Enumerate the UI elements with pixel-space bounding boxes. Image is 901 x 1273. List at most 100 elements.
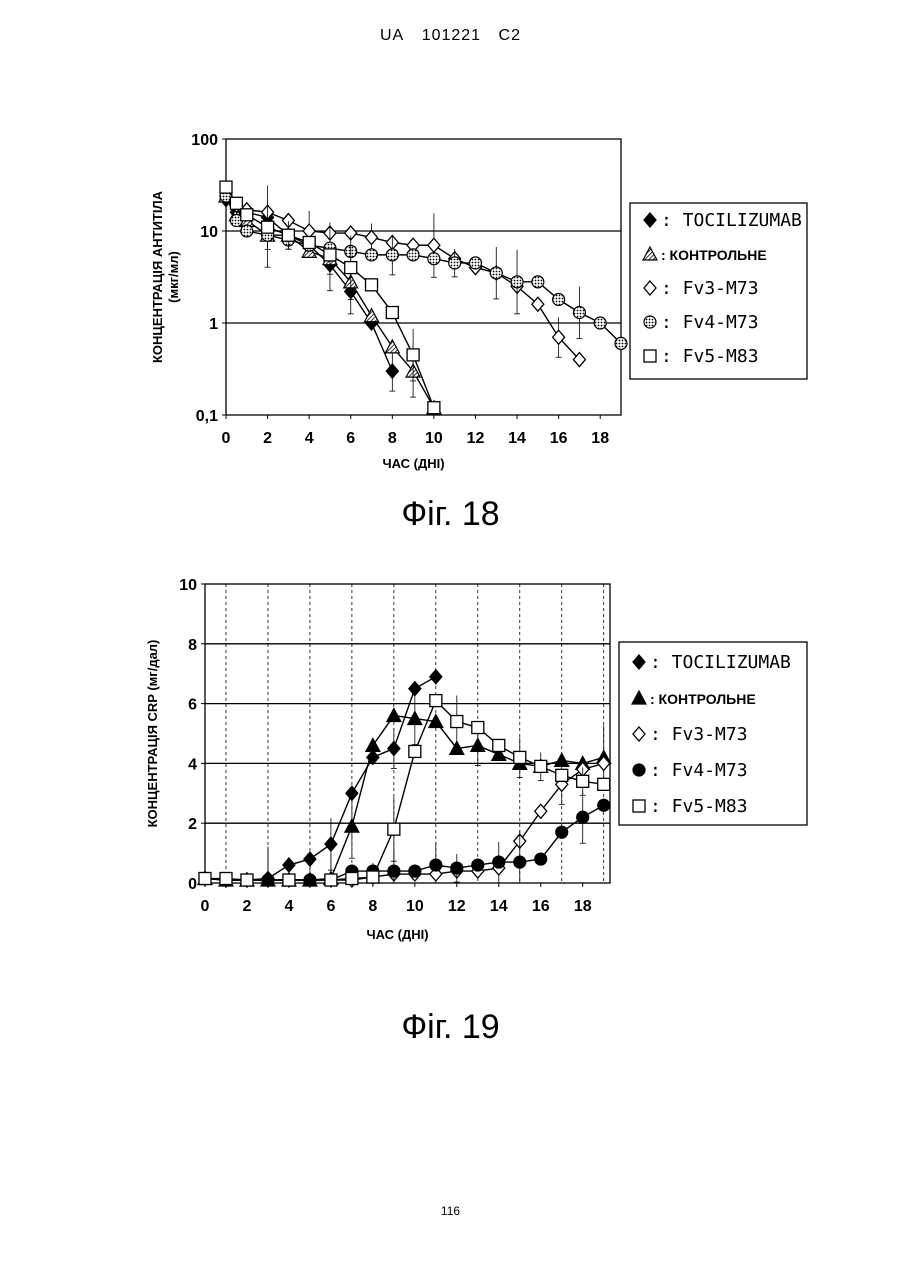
legend-entry: : КОНТРОЛЬНЕ <box>643 247 767 263</box>
marker-square-open <box>220 181 232 193</box>
marker-circle-filled <box>633 764 645 776</box>
marker-square-open <box>283 874 295 886</box>
y-axis-label: КОНЦЕНТРАЦІЯ АНТИТІЛА <box>150 190 165 363</box>
legend-label: : Fv3-M73 <box>661 278 759 299</box>
x-tick-label: 2 <box>243 898 252 915</box>
marker-square-open <box>598 778 610 790</box>
marker-circle-dotted <box>407 249 419 261</box>
marker-square-open <box>388 823 400 835</box>
y-tick-label: 0 <box>188 876 197 893</box>
marker-square-open <box>324 249 336 261</box>
marker-circle-filled <box>598 799 610 811</box>
x-tick-label: 8 <box>368 898 377 915</box>
x-tick-label: 2 <box>263 430 272 447</box>
marker-circle-dotted <box>532 276 544 288</box>
marker-circle-dotted <box>511 276 523 288</box>
x-tick-label: 16 <box>532 898 550 915</box>
x-tick-label: 6 <box>346 430 355 447</box>
x-tick-label: 14 <box>490 898 508 915</box>
chart-1: 1001010,1024681012141618ЧАС (ДНІ)КОНЦЕНТ… <box>150 132 807 471</box>
marker-circle-filled <box>493 856 505 868</box>
marker-circle-filled <box>409 865 421 877</box>
y-axis-unit-label: (мкг/мл) <box>166 251 181 303</box>
marker-circle-dotted <box>469 257 481 269</box>
legend-entry: : Fv3-M73 <box>633 724 748 745</box>
marker-square-open <box>345 262 357 274</box>
legend-entry: : TOCILIZUMAB <box>633 652 791 673</box>
marker-circle-filled <box>577 811 589 823</box>
marker-square-open <box>199 873 211 885</box>
x-tick-label: 14 <box>508 430 526 447</box>
marker-square-open <box>303 236 315 248</box>
marker-square-open <box>535 760 547 772</box>
legend-label: : КОНТРОЛЬНЕ <box>650 691 756 707</box>
marker-circle-dotted <box>241 225 253 237</box>
marker-square-open <box>282 229 294 241</box>
marker-circle-dotted <box>449 257 461 269</box>
y-tick-label: 4 <box>188 756 197 773</box>
chart-2: 1086420024681012141618ЧАС (ДНІ)КОНЦЕНТРА… <box>145 577 807 942</box>
x-axis-label: ЧАС (ДНІ) <box>366 927 428 942</box>
y-tick-label: 0,1 <box>196 408 218 425</box>
marker-circle-dotted <box>573 307 585 319</box>
y-tick-label: 10 <box>179 577 197 594</box>
marker-square-open <box>472 722 484 734</box>
x-tick-label: 10 <box>406 898 424 915</box>
figure-18-caption: Фіг. 18 <box>0 495 901 534</box>
x-tick-label: 8 <box>388 430 397 447</box>
marker-square-open <box>262 221 274 233</box>
y-tick-label: 6 <box>188 697 197 714</box>
legend: : TOCILIZUMAB : КОНТРОЛЬНЕ : Fv3-M73 : Fv4-… <box>619 642 807 825</box>
marker-square-open <box>633 800 645 812</box>
legend-label: : Fv3-M73 <box>650 724 748 745</box>
x-tick-label: 18 <box>591 430 609 447</box>
legend: : TOCILIZUMAB : КОНТРОЛЬНЕ : Fv3-M73 : Fv4-… <box>630 203 807 379</box>
marker-square-open <box>230 197 242 209</box>
marker-square-open <box>514 751 526 763</box>
marker-circle-dotted <box>615 337 627 349</box>
marker-square-open <box>428 402 440 414</box>
legend-entry: : TOCILIZUMAB <box>644 210 802 231</box>
marker-square-open <box>386 307 398 319</box>
legend-label: : Fv4-M73 <box>661 312 759 333</box>
marker-circle-dotted <box>490 267 502 279</box>
plot-area <box>226 139 621 415</box>
marker-square-open <box>577 775 589 787</box>
x-tick-label: 0 <box>201 898 210 915</box>
y-axis-label: КОНЦЕНТРАЦІЯ CRP (мг/дал) <box>145 640 160 828</box>
marker-circle-dotted <box>594 317 606 329</box>
marker-circle-dotted <box>366 249 378 261</box>
legend-entry: : Fv3-M73 <box>644 278 759 299</box>
legend-label: : Fv4-M73 <box>650 760 748 781</box>
x-tick-label: 4 <box>284 898 293 915</box>
marker-square-open <box>241 209 253 221</box>
legend-entry: : КОНТРОЛЬНЕ <box>632 691 756 707</box>
marker-square-open <box>556 769 568 781</box>
figure-19-caption: Фіг. 19 <box>0 1008 901 1047</box>
marker-square-open <box>407 349 419 361</box>
legend-label: : TOCILIZUMAB <box>650 652 791 673</box>
marker-circle-filled <box>514 856 526 868</box>
marker-circle-filled <box>535 853 547 865</box>
page-number: 116 <box>0 1204 901 1218</box>
legend-label: : Fv5-M83 <box>661 346 759 367</box>
marker-square-open <box>220 873 232 885</box>
marker-circle-dotted <box>644 316 656 328</box>
marker-circle-dotted <box>553 294 565 306</box>
legend-entry: : Fv5-M83 <box>633 796 748 817</box>
marker-square-open <box>409 745 421 757</box>
x-tick-label: 12 <box>467 430 485 447</box>
y-tick-label: 2 <box>188 816 197 833</box>
marker-square-open <box>346 873 358 885</box>
x-axis-label: ЧАС (ДНІ) <box>382 456 444 471</box>
marker-square-open <box>325 874 337 886</box>
x-tick-label: 10 <box>425 430 443 447</box>
marker-circle-filled <box>451 862 463 874</box>
legend-entry: : Fv4-M73 <box>633 760 748 781</box>
x-tick-label: 16 <box>550 430 568 447</box>
plot-area <box>205 584 610 883</box>
y-tick-label: 100 <box>191 132 218 149</box>
marker-square-open <box>241 874 253 886</box>
marker-circle-dotted <box>428 253 440 265</box>
